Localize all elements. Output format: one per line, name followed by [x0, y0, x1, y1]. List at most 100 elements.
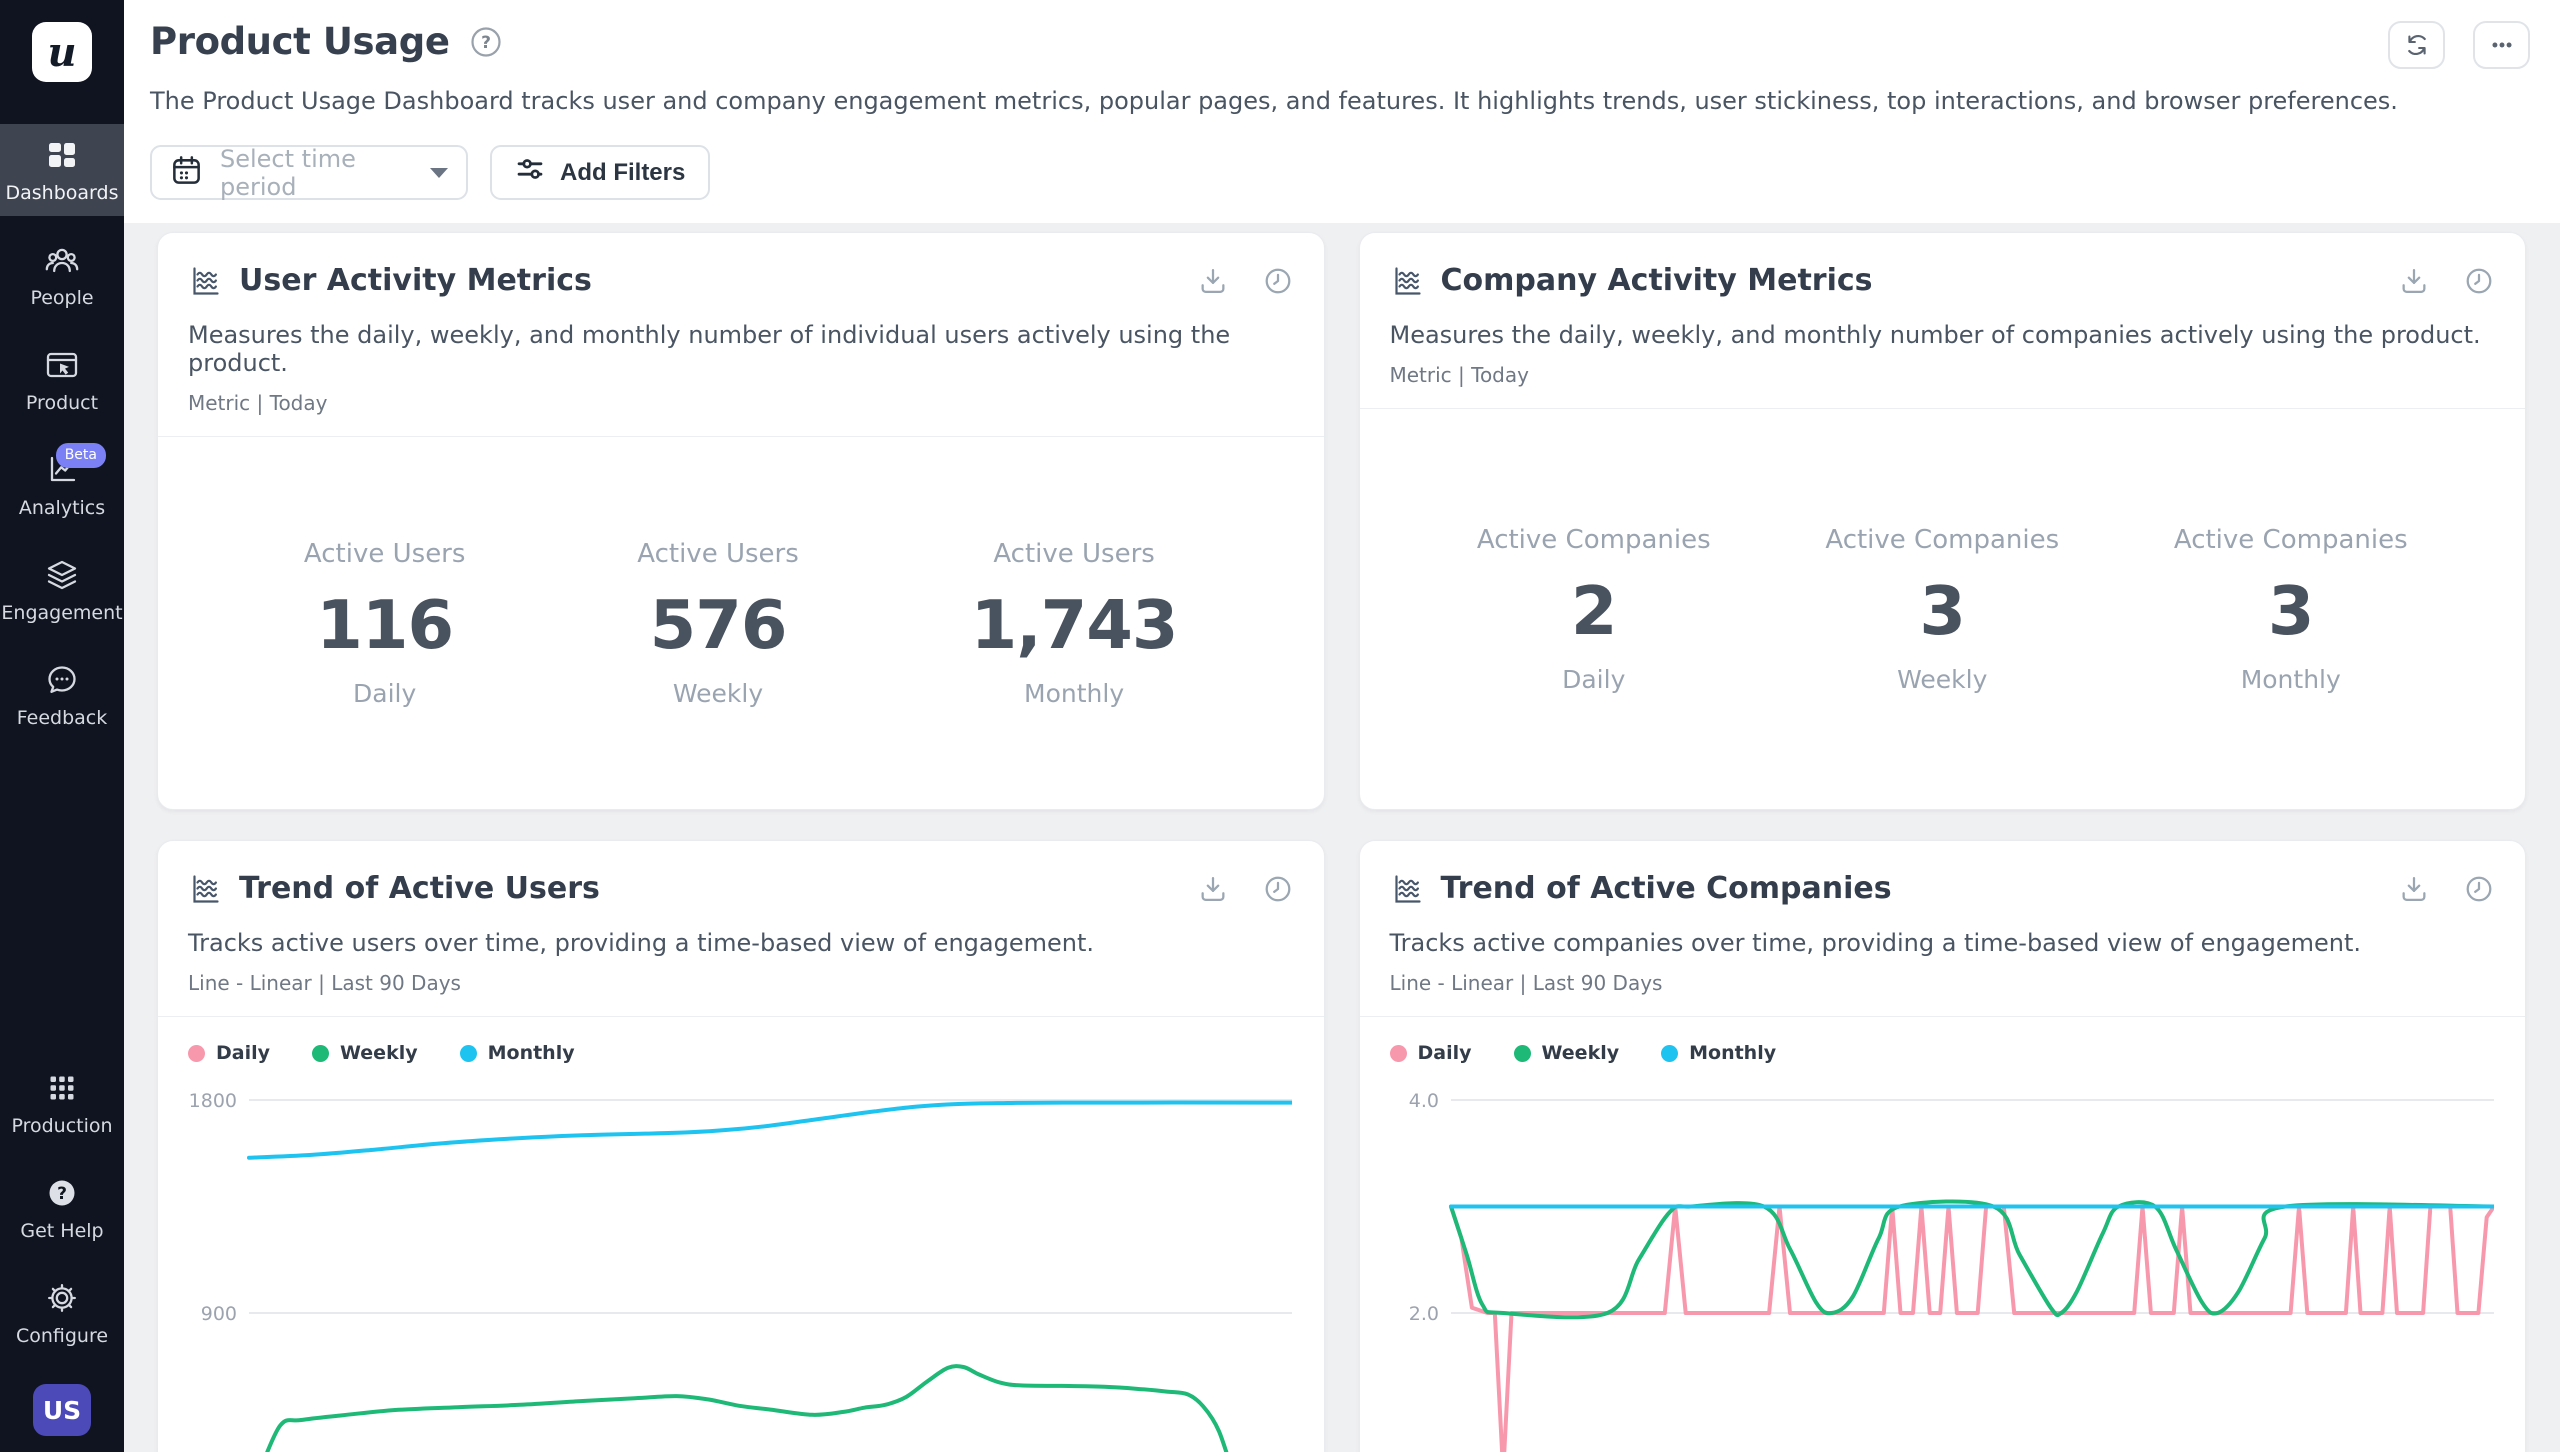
wave-chart-icon: [188, 264, 222, 298]
metric-label: Active Users: [993, 538, 1155, 569]
legend-item-daily[interactable]: Daily: [1389, 1042, 1472, 1064]
svg-text:?: ?: [57, 1184, 67, 1204]
time-period-placeholder: Select time period: [220, 144, 356, 201]
download-icon[interactable]: [1197, 873, 1229, 905]
clock-icon[interactable]: [1262, 265, 1294, 297]
product-icon: [44, 347, 80, 383]
calendar-icon: [170, 154, 203, 191]
metric-label: Active Users: [303, 538, 466, 569]
wave-chart-icon: [1390, 264, 1424, 298]
chart-legend: Daily Weekly Monthly: [1389, 1042, 2496, 1064]
metric-weekly: Active Companies 3 Weekly: [1825, 525, 2059, 694]
sidebar-item-analytics[interactable]: Beta Analytics: [0, 439, 124, 531]
card-title: Trend of Active Users: [239, 871, 600, 906]
svg-text:2.0: 2.0: [1408, 1303, 1438, 1325]
card-title: User Activity Metrics: [239, 263, 592, 298]
sidebar-item-production[interactable]: Production: [0, 1057, 124, 1149]
sidebar-item-get-help[interactable]: ? Get Help: [0, 1162, 124, 1254]
metric-period: Monthly: [1024, 678, 1125, 708]
legend-dot-weekly: [1513, 1044, 1531, 1062]
card-description: Measures the daily, weekly, and monthly …: [1389, 321, 2481, 349]
card-meta: Line - Linear | Last 90 Days: [1389, 971, 1663, 995]
svg-text:?: ?: [481, 33, 491, 53]
download-icon[interactable]: [2398, 265, 2430, 297]
metric-period: Weekly: [1897, 664, 1988, 694]
time-period-select[interactable]: Select time period: [150, 144, 468, 201]
clock-icon[interactable]: [1262, 873, 1294, 905]
card-trend-active-companies: Trend of Active Companies Tracks active …: [1358, 840, 2526, 1452]
metric-label: Active Companies: [2173, 524, 2408, 555]
legend-item-weekly[interactable]: Weekly: [1513, 1042, 1619, 1064]
app-logo[interactable]: u: [32, 22, 92, 82]
wave-chart-icon: [1390, 872, 1424, 906]
sidebar-item-label: Production: [11, 1115, 113, 1137]
metric-value: 576: [649, 585, 788, 664]
line-chart-active-companies[interactable]: 4.0 2.0: [1390, 1080, 2494, 1452]
legend-item-monthly[interactable]: Monthly: [1661, 1042, 1776, 1064]
metric-period: Weekly: [672, 678, 764, 708]
sidebar-item-label: People: [30, 287, 94, 309]
sidebar-item-label: Product: [25, 392, 99, 414]
people-icon: [44, 242, 80, 278]
card-title: Company Activity Metrics: [1440, 263, 1873, 298]
legend-item-weekly[interactable]: Weekly: [312, 1042, 418, 1064]
divider: [158, 436, 1324, 437]
feedback-icon: [44, 662, 80, 698]
engagement-icon: [44, 557, 80, 593]
user-avatar[interactable]: US: [33, 1384, 91, 1436]
card-meta: Line - Linear | Last 90 Days: [188, 971, 461, 995]
svg-text:1800: 1800: [189, 1090, 237, 1112]
sidebar-item-dashboards[interactable]: Dashboards: [0, 124, 124, 216]
svg-text:900: 900: [201, 1303, 237, 1325]
sidebar-item-label: Configure: [15, 1325, 109, 1347]
production-icon: [44, 1070, 80, 1106]
refresh-button[interactable]: [2388, 21, 2445, 69]
sidebar-nav: Dashboards People Product Beta Ana: [0, 124, 124, 754]
metric-period: Daily: [1562, 664, 1626, 694]
divider: [1359, 408, 2525, 409]
metric-value: 116: [316, 585, 454, 664]
metric-monthly: Active Users 1,743 Monthly: [971, 538, 1179, 708]
legend-dot-daily: [188, 1044, 205, 1062]
clock-icon[interactable]: [2463, 265, 2495, 297]
legend-item-monthly[interactable]: Monthly: [459, 1042, 575, 1064]
legend-label: Weekly: [340, 1042, 418, 1064]
divider: [1359, 1016, 2525, 1017]
sidebar-item-label: Get Help: [20, 1220, 104, 1242]
sidebar-item-people[interactable]: People: [0, 229, 124, 321]
get-help-icon: ?: [44, 1175, 80, 1211]
legend-label: Daily: [1417, 1042, 1472, 1064]
sidebar-item-label: Engagement: [1, 602, 123, 624]
sidebar-item-feedback[interactable]: Feedback: [0, 649, 124, 741]
card-grid: User Activity Metrics Measures the daily…: [157, 232, 2526, 1452]
metric-label: Active Users: [637, 538, 799, 569]
sidebar-item-label: Feedback: [16, 707, 108, 729]
page-header: Product Usage ? The Product Usage Dashbo…: [124, 0, 2560, 223]
line-chart-active-users[interactable]: 1800 900: [188, 1080, 1292, 1452]
sidebar-item-product[interactable]: Product: [0, 334, 124, 426]
card-title: Trend of Active Companies: [1440, 871, 1892, 906]
dashboard-content: User Activity Metrics Measures the daily…: [124, 223, 2560, 1452]
sidebar-item-engagement[interactable]: Engagement: [0, 544, 124, 636]
download-icon[interactable]: [1197, 265, 1229, 297]
metric-value: 3: [1919, 571, 1966, 650]
clock-icon[interactable]: [2463, 873, 2495, 905]
metric-label: Active Companies: [1476, 524, 1711, 555]
legend-item-daily[interactable]: Daily: [188, 1042, 270, 1064]
divider: [158, 1016, 1324, 1017]
legend-dot-weekly: [312, 1044, 330, 1062]
legend-dot-monthly: [1661, 1044, 1679, 1062]
svg-text:4.0: 4.0: [1408, 1090, 1438, 1112]
sidebar-item-configure[interactable]: Configure: [0, 1267, 124, 1359]
page-title: Product Usage: [150, 20, 450, 63]
more-options-button[interactable]: [2473, 21, 2530, 69]
download-icon[interactable]: [2398, 873, 2430, 905]
beta-badge: Beta: [55, 443, 106, 468]
add-filters-button[interactable]: Add Filters: [490, 145, 711, 200]
title-help-icon[interactable]: ?: [468, 24, 504, 60]
metric-value: 3: [2267, 571, 2315, 650]
main-area: Product Usage ? The Product Usage Dashbo…: [124, 0, 2560, 1452]
card-company-activity-metrics: Company Activity Metrics Measures the da…: [1358, 232, 2526, 810]
card-description: Tracks active users over time, providing…: [188, 929, 1094, 957]
